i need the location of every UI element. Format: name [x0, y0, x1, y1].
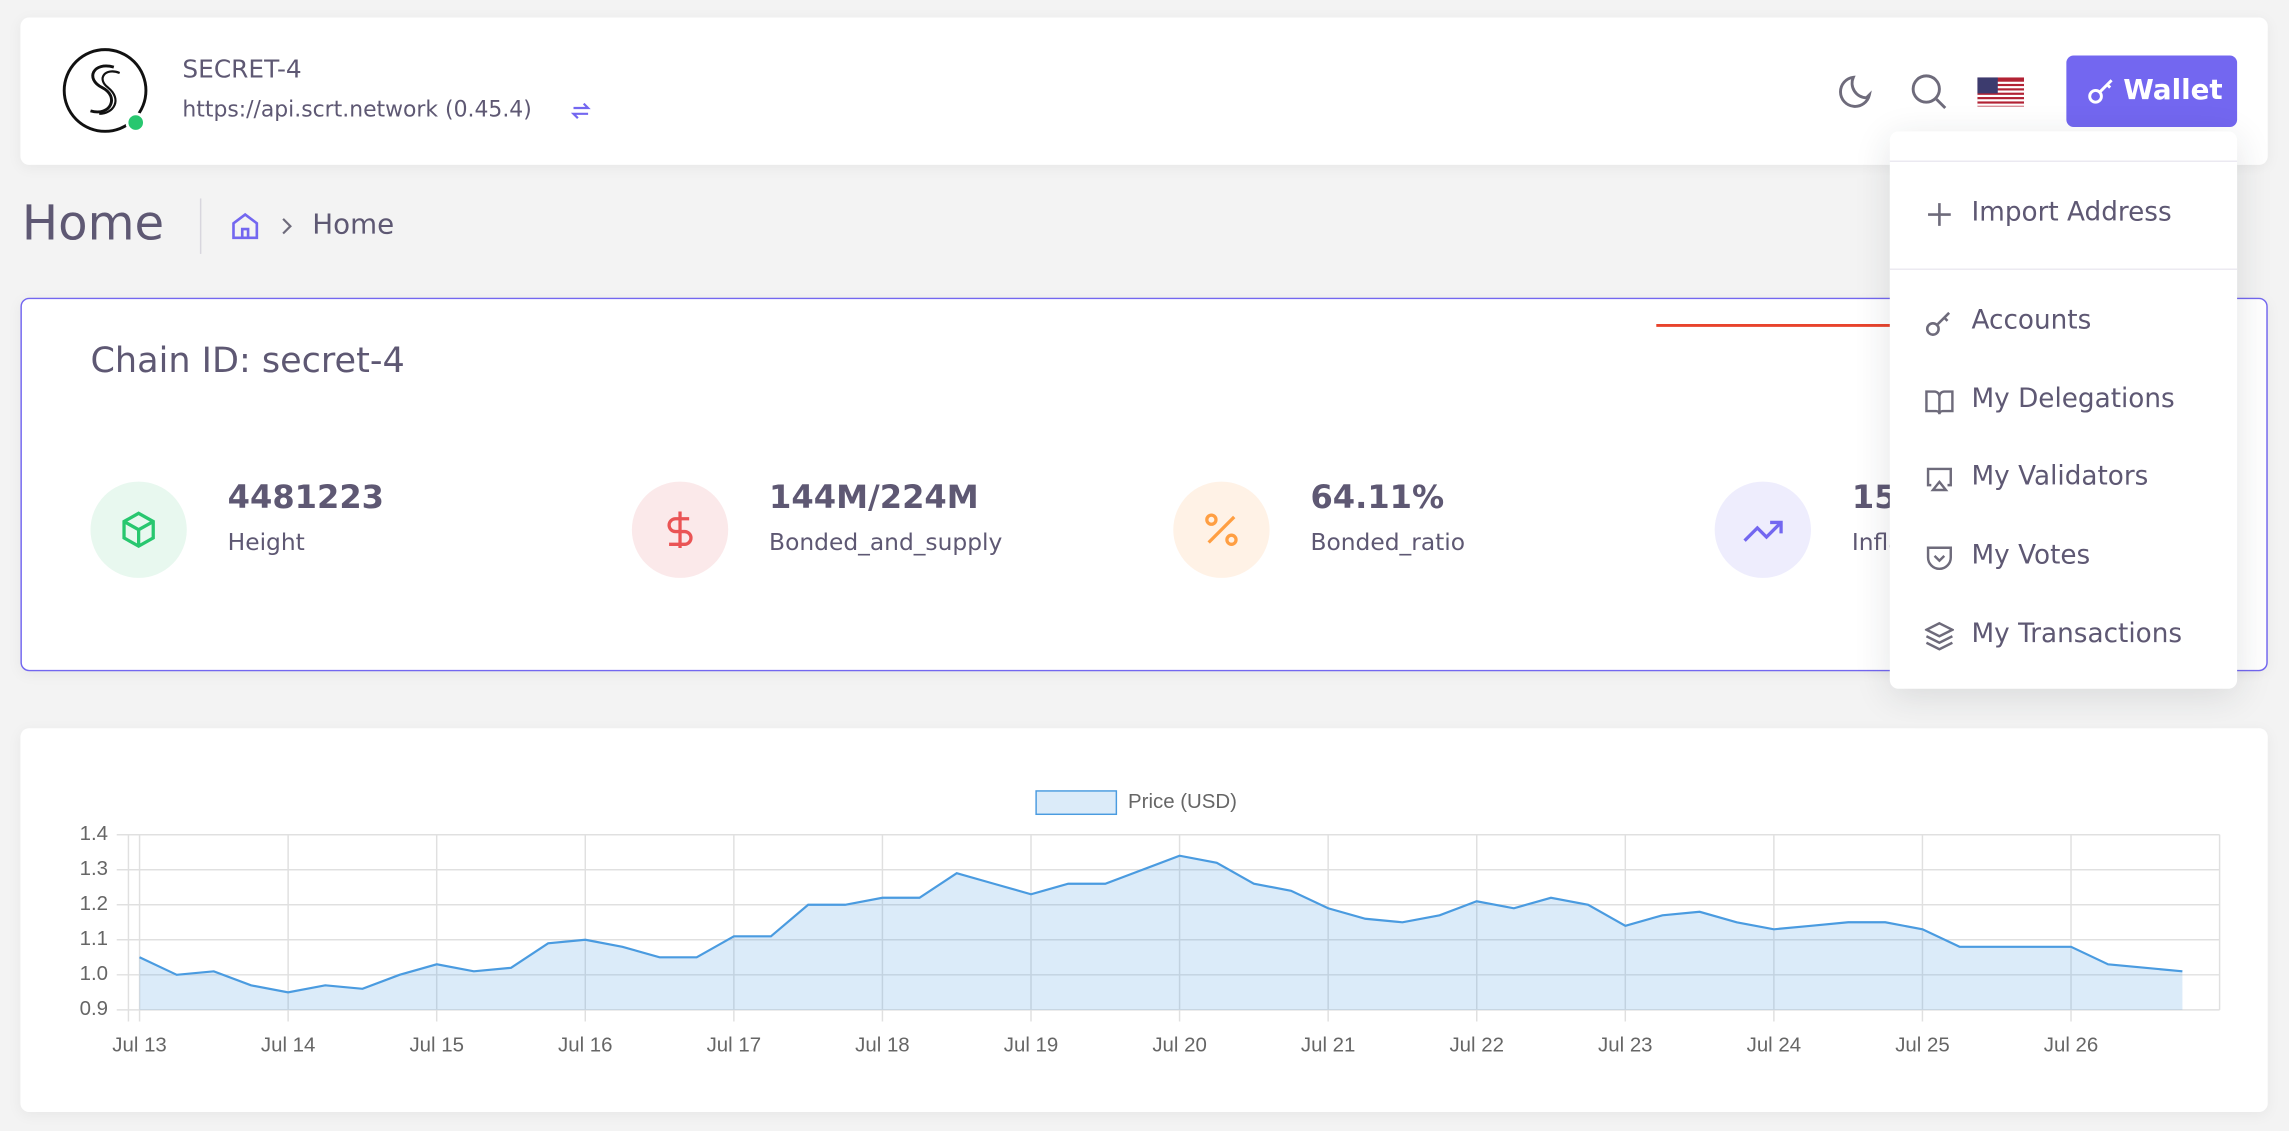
y-tick-label: 1.2: [80, 893, 108, 915]
menu-icon: [1924, 621, 1955, 651]
page-title: Home: [21, 194, 165, 251]
search-button[interactable]: [1909, 72, 1950, 113]
menu-icon: [1926, 546, 1952, 570]
x-tick-label: Jul 16: [558, 1035, 613, 1057]
menu-icon: [1925, 390, 1954, 415]
line: [139, 854, 2183, 994]
stat-label: Height: [227, 528, 305, 556]
x-tick-label: Jul 18: [855, 1035, 910, 1057]
stat-icon: [631, 481, 729, 578]
stat-value: 4481223: [227, 480, 385, 517]
menu-item[interactable]: My Transactions: [1890, 607, 2237, 665]
wallet-button[interactable]: Wallet: [2066, 55, 2238, 127]
menu-label: Import Address: [1971, 197, 2172, 228]
chain-name: SECRET-4: [182, 55, 302, 85]
stat-label: Bonded_ratio: [1310, 528, 1466, 556]
chart-card: [20, 728, 2268, 1112]
annotation-arrow: [1656, 318, 1906, 333]
breadcrumb-chevron: [282, 218, 292, 235]
sync-icon[interactable]: [569, 99, 592, 122]
x-tick-label: Jul 23: [1598, 1035, 1653, 1057]
menu-label: My Transactions: [1971, 618, 2183, 650]
x-tick-label: Jul 19: [1004, 1035, 1058, 1057]
chain-id: Chain ID: secret-4: [90, 340, 405, 381]
logo: [62, 48, 148, 133]
x-tick-label: Jul 14: [261, 1035, 316, 1057]
menu-icon: [1928, 203, 1951, 226]
x-tick-label: Jul 15: [409, 1035, 464, 1057]
legend-label: Price (USD): [1128, 791, 1237, 813]
y-tick-label: 1.4: [80, 823, 108, 845]
stat-icon: [90, 481, 187, 578]
divider: [199, 198, 202, 254]
key-icon: [2088, 79, 2113, 104]
menu-item[interactable]: My Votes: [1890, 528, 2237, 586]
x-tick-label: Jul 13: [112, 1035, 167, 1057]
menu-divider: [1889, 268, 2238, 270]
x-tick-label: Jul 21: [1301, 1035, 1356, 1057]
stat-value: 144M/224M: [769, 480, 979, 517]
breadcrumb-current: Home: [312, 208, 395, 241]
x-tick-label: Jul 22: [1449, 1035, 1504, 1057]
icon-glyph: [1743, 520, 1783, 542]
theme-toggle[interactable]: [1837, 72, 1878, 113]
menu-divider: [1889, 160, 2238, 162]
language-flag[interactable]: [1977, 77, 2025, 107]
endpoint[interactable]: https://api.scrt.network (0.45.4): [182, 96, 532, 123]
menu-icon: [1925, 311, 1951, 336]
icon-glyph: [122, 511, 155, 549]
menu-icon: [1926, 467, 1952, 492]
y-tick-label: 0.9: [80, 998, 108, 1020]
menu-label: My Delegations: [1971, 383, 2175, 415]
x-tick-label: Jul 24: [1747, 1035, 1802, 1057]
x-tick-label: Jul 20: [1152, 1035, 1207, 1057]
icon-glyph: [1205, 513, 1238, 546]
stat-label: Bonded_and_supply: [769, 528, 1003, 556]
icon-glyph: [667, 511, 693, 548]
menu-item[interactable]: Accounts: [1890, 293, 2237, 351]
x-tick-label: Jul 25: [1895, 1035, 1950, 1057]
wallet-dropdown: Import Address Accounts My Delegations My V…: [1889, 131, 2238, 689]
menu-label: My Validators: [1971, 461, 2149, 492]
wallet-label: Wallet: [2123, 74, 2223, 107]
stat-icon: [1173, 481, 1270, 578]
menu-item[interactable]: Import Address: [1890, 185, 2237, 243]
y-tick-label: 1.3: [80, 858, 108, 880]
area: [139, 855, 2183, 1010]
menu-label: Accounts: [1971, 304, 2092, 336]
home-icon[interactable]: [229, 210, 261, 242]
stat-icon: [1714, 481, 1811, 578]
menu-item[interactable]: My Validators: [1890, 449, 2237, 507]
legend-swatch[interactable]: [1035, 790, 1118, 816]
y-tick-label: 1.1: [80, 928, 108, 950]
x-tick-label: Jul 17: [707, 1035, 762, 1057]
menu-item[interactable]: My Delegations: [1890, 372, 2237, 430]
y-tick-label: 1.0: [80, 963, 108, 985]
menu-label: My Votes: [1971, 539, 2091, 571]
navbar: SECRET-4 https://api.scrt.network (0.45.…: [20, 17, 2268, 165]
stat-value: 64.11%: [1310, 480, 1445, 517]
x-tick-label: Jul 26: [2044, 1035, 2099, 1057]
